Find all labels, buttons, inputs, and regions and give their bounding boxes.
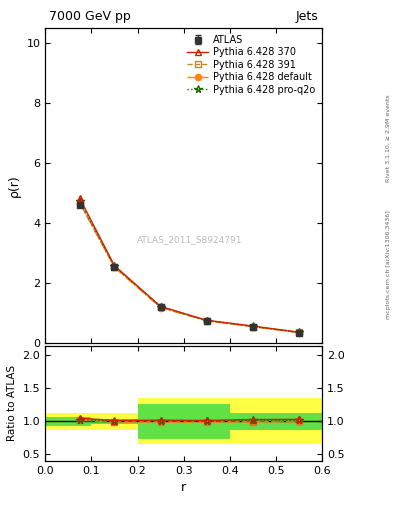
Pythia 6.428 default <box>297 330 301 336</box>
Pythia 6.428 pro-q2o <box>77 199 82 205</box>
Pythia 6.428 default <box>112 264 117 270</box>
Pythia 6.428 default <box>251 324 255 330</box>
Line: Pythia 6.428 default: Pythia 6.428 default <box>77 200 302 336</box>
Pythia 6.428 pro-q2o <box>297 329 301 335</box>
Pythia 6.428 391 <box>297 329 301 335</box>
Text: 7000 GeV pp: 7000 GeV pp <box>49 10 131 23</box>
Pythia 6.428 370 <box>77 196 82 202</box>
Pythia 6.428 370 <box>251 323 255 329</box>
Pythia 6.428 391 <box>251 324 255 330</box>
Line: Pythia 6.428 370: Pythia 6.428 370 <box>77 196 302 335</box>
Pythia 6.428 default <box>158 305 163 311</box>
Line: Pythia 6.428 pro-q2o: Pythia 6.428 pro-q2o <box>76 198 303 336</box>
Pythia 6.428 pro-q2o <box>112 263 117 269</box>
Pythia 6.428 370 <box>112 263 117 269</box>
Pythia 6.428 370 <box>204 317 209 323</box>
Pythia 6.428 default <box>204 318 209 324</box>
Text: Rivet 3.1.10, ≥ 2.9M events: Rivet 3.1.10, ≥ 2.9M events <box>386 95 391 182</box>
Pythia 6.428 391 <box>112 264 117 270</box>
Text: ATLAS_2011_S8924791: ATLAS_2011_S8924791 <box>136 234 242 244</box>
Legend: ATLAS, Pythia 6.428 370, Pythia 6.428 391, Pythia 6.428 default, Pythia 6.428 pr: ATLAS, Pythia 6.428 370, Pythia 6.428 39… <box>185 33 318 97</box>
Text: mcplots.cern.ch [arXiv:1306.3436]: mcplots.cern.ch [arXiv:1306.3436] <box>386 210 391 318</box>
Pythia 6.428 pro-q2o <box>158 304 163 310</box>
Line: Pythia 6.428 391: Pythia 6.428 391 <box>77 200 302 335</box>
Pythia 6.428 391 <box>204 317 209 324</box>
Pythia 6.428 370 <box>158 304 163 310</box>
Y-axis label: ρ(r): ρ(r) <box>8 174 21 197</box>
Pythia 6.428 391 <box>77 200 82 206</box>
Y-axis label: Ratio to ATLAS: Ratio to ATLAS <box>7 365 17 441</box>
Pythia 6.428 370 <box>297 329 301 335</box>
X-axis label: r: r <box>181 481 186 494</box>
Text: Jets: Jets <box>296 10 318 23</box>
Pythia 6.428 391 <box>158 304 163 310</box>
Pythia 6.428 pro-q2o <box>251 323 255 329</box>
Pythia 6.428 default <box>77 200 82 206</box>
Pythia 6.428 pro-q2o <box>204 317 209 324</box>
